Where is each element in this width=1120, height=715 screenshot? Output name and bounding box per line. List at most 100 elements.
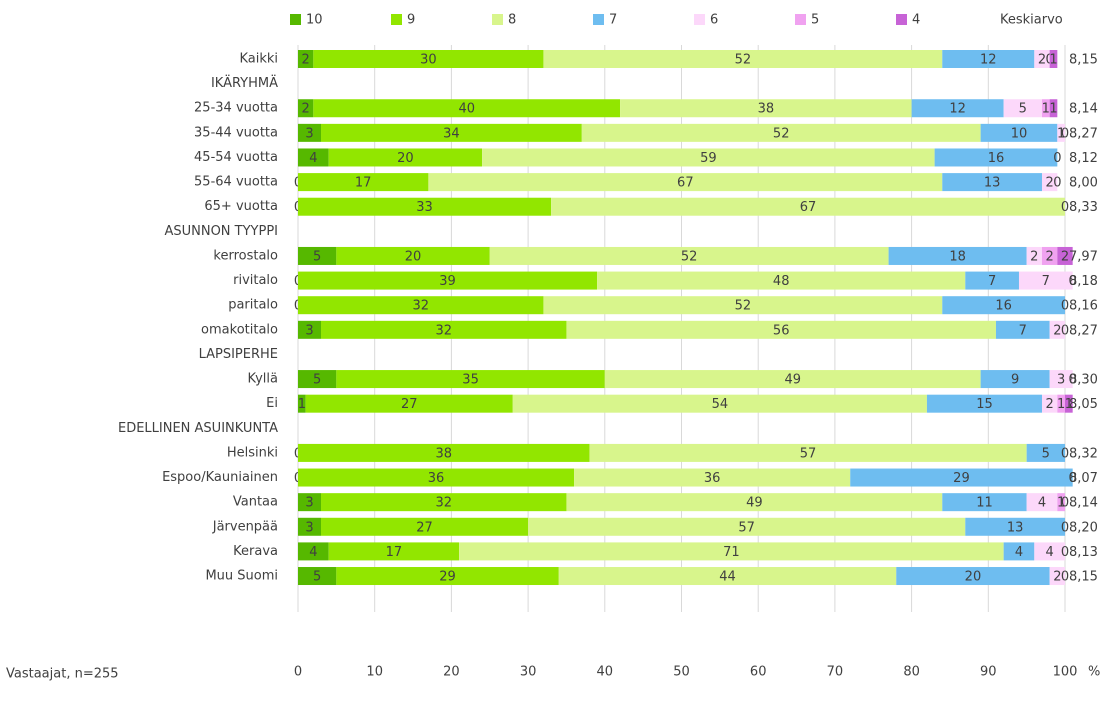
legend-swatch — [593, 14, 604, 25]
data-label: 20 — [965, 570, 982, 585]
data-label: 54 — [712, 397, 729, 412]
bar-segment — [1057, 123, 1065, 142]
data-label: 12 — [949, 102, 966, 117]
y-tick-label: rivitalo — [233, 273, 278, 288]
y-tick-label: Järvenpää — [212, 519, 278, 534]
bar-segment — [1034, 542, 1065, 561]
bar-segment — [1049, 370, 1073, 389]
bar-segment — [1057, 246, 1073, 265]
mean-label: 8,20 — [1069, 520, 1098, 535]
bar-segment — [558, 567, 897, 586]
data-label: 2 — [1038, 53, 1046, 68]
bar-segment — [942, 173, 1042, 192]
data-label: 1 — [1057, 126, 1065, 141]
y-tick-label: EDELLINEN ASUINKUNTA — [118, 421, 278, 436]
data-label: 13 — [984, 176, 1001, 191]
data-label: 17 — [355, 176, 372, 191]
bar-segment — [298, 271, 598, 290]
bar-segment — [298, 296, 544, 315]
bar-segment — [566, 493, 943, 512]
bar-segment — [305, 394, 513, 413]
data-label: 1 — [1057, 496, 1065, 511]
data-label: 5 — [1019, 102, 1027, 117]
data-label: 17 — [386, 545, 403, 560]
data-label: 7 — [1019, 323, 1027, 338]
data-label: 3 — [1057, 373, 1065, 388]
bar-segment — [298, 394, 306, 413]
data-label: 35 — [462, 373, 479, 388]
data-label: 49 — [746, 496, 763, 511]
legend-swatch — [795, 14, 806, 25]
bar-segment — [1065, 394, 1073, 413]
legend-swatch — [694, 14, 705, 25]
data-label: 2 — [302, 53, 310, 68]
bar-segment — [298, 246, 337, 265]
data-label: 1 — [298, 397, 306, 412]
data-label: 57 — [800, 446, 817, 461]
y-tick-label: kerrostalo — [213, 248, 278, 263]
bar-segment — [298, 370, 337, 389]
data-label: 29 — [439, 570, 456, 585]
mean-label: 8,15 — [1069, 53, 1098, 68]
y-tick-label: 45-54 vuotta — [194, 150, 278, 165]
data-label: 3 — [305, 126, 313, 141]
y-tick-label: 35-44 vuotta — [194, 125, 278, 140]
x-tick-label: 40 — [597, 665, 614, 680]
bar-segment — [528, 517, 966, 536]
bar-segment — [313, 50, 544, 68]
bar-segment — [1026, 443, 1065, 462]
x-tick-label: 60 — [750, 665, 767, 680]
data-label: 0 — [1053, 176, 1061, 191]
legend-swatch — [896, 14, 907, 25]
bar-segment — [321, 517, 529, 536]
bar-segment — [298, 99, 314, 118]
data-label: 1 — [1049, 102, 1057, 117]
data-label: 32 — [435, 323, 452, 338]
bar-segment — [1026, 246, 1042, 265]
data-label: 0 — [1061, 570, 1069, 585]
bar-segment — [551, 197, 1065, 216]
legend-swatch — [391, 14, 402, 25]
y-tick-label: Kyllä — [248, 372, 278, 387]
legend-label: 5 — [811, 13, 819, 28]
data-label: 48 — [773, 274, 790, 289]
data-label: 9 — [1011, 373, 1019, 388]
x-tick-label: 30 — [520, 665, 537, 680]
mean-label: 8,27 — [1069, 126, 1098, 141]
bar-segment — [1026, 493, 1058, 512]
data-label: 20 — [397, 151, 414, 166]
mean-label: 8,16 — [1069, 299, 1098, 314]
bar-segment — [1003, 542, 1035, 561]
data-label: 0 — [1053, 151, 1061, 166]
y-tick-label: Helsinki — [227, 445, 278, 460]
data-label: 0 — [1069, 471, 1077, 486]
bar-segment — [589, 443, 1027, 462]
mean-title: Keskiarvo — [1000, 13, 1063, 28]
bar-segment — [1018, 271, 1073, 290]
data-label: 49 — [784, 373, 801, 388]
mean-label: 8,30 — [1069, 373, 1098, 388]
bar-segment — [1041, 394, 1058, 413]
data-label: 30 — [420, 53, 437, 68]
mean-label: 8,18 — [1069, 274, 1098, 289]
data-label: 52 — [735, 299, 752, 314]
data-label: 67 — [677, 176, 694, 191]
data-label: 34 — [443, 126, 460, 141]
data-label: 1 — [1049, 53, 1057, 68]
x-tick-label: 0 — [294, 665, 302, 680]
bar-segment — [298, 493, 322, 512]
bar-segment — [1003, 99, 1042, 118]
data-label: 1 — [1057, 397, 1065, 412]
data-label: 32 — [435, 496, 452, 511]
bar-segment — [459, 542, 1004, 561]
legend-swatch — [290, 14, 301, 25]
y-tick-label: IKÄRYHMÄ — [211, 75, 278, 91]
bar-segment — [934, 148, 1058, 167]
data-label: 39 — [439, 274, 456, 289]
bar-segment — [489, 246, 889, 265]
bar-segment — [942, 493, 1027, 512]
data-label: 0 — [1069, 373, 1077, 388]
data-label: 4 — [309, 151, 317, 166]
data-label: 38 — [758, 102, 775, 117]
bar-segment — [581, 123, 981, 142]
